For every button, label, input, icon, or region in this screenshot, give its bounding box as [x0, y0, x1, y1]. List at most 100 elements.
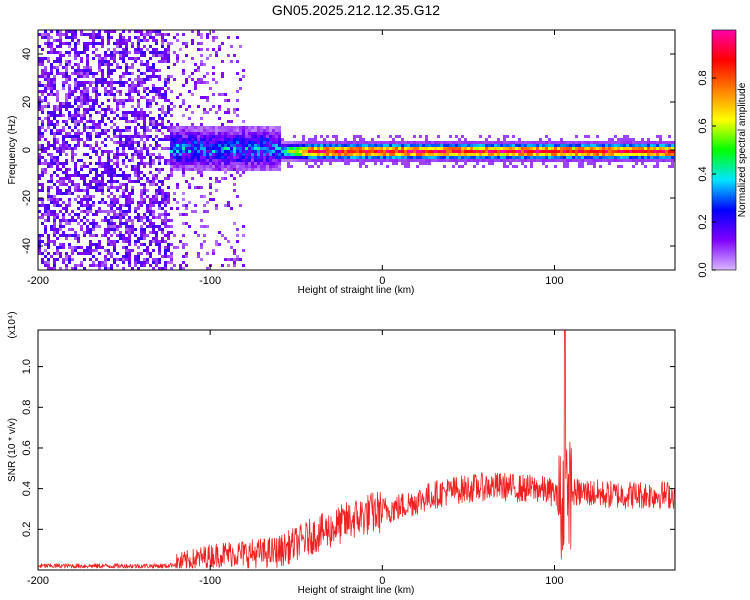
spectrogram-cell: [98, 63, 101, 66]
spectrogram-cell: [128, 195, 131, 198]
spectrogram-cell: [77, 99, 80, 102]
spectrogram-cell: [47, 210, 50, 213]
spectrogram-cell: [161, 126, 164, 129]
spectrogram-cell: [542, 144, 545, 147]
spectrogram-cell: [572, 147, 575, 150]
spectrogram-cell: [530, 159, 533, 162]
spectrogram-cell: [245, 150, 248, 153]
spectrogram-cell: [548, 138, 551, 141]
spectrogram-cell: [146, 87, 149, 90]
spectrogram-cell: [134, 234, 137, 237]
spectrogram-cell: [56, 231, 59, 234]
spectrogram-cell: [557, 153, 560, 156]
spectrogram-cell: [176, 159, 179, 162]
spectrogram-cell: [185, 207, 188, 210]
spectrogram-cell: [98, 120, 101, 123]
spectrogram-cell: [263, 159, 266, 162]
spectrogram-cell: [275, 165, 278, 168]
spectrogram-cell: [314, 156, 317, 159]
spectrogram-cell: [218, 162, 221, 165]
spectrogram-cell: [191, 39, 194, 42]
spectrogram-cell: [221, 234, 224, 237]
spectrogram-cell: [464, 138, 467, 141]
spectrogram-cell: [113, 258, 116, 261]
spectrogram-cell: [59, 183, 62, 186]
spectrogram-cell: [59, 204, 62, 207]
spectrogram-cell: [143, 174, 146, 177]
spectrogram-cell: [86, 144, 89, 147]
spectrogram-cell: [44, 57, 47, 60]
spectrogram-cell: [515, 144, 518, 147]
spectrogram-cell: [656, 141, 659, 144]
spectrogram-cell: [170, 147, 173, 150]
spectrogram-cell: [206, 267, 209, 270]
spectrogram-cell: [119, 93, 122, 96]
spectrogram-cell: [605, 150, 608, 153]
spectrogram-cell: [137, 237, 140, 240]
spectrogram-cell: [392, 162, 395, 165]
spectrogram-cell: [197, 105, 200, 108]
spectrogram-cell: [218, 129, 221, 132]
spectrogram-cell: [74, 147, 77, 150]
spectrogram-cell: [380, 162, 383, 165]
spectrogram-cell: [560, 141, 563, 144]
spectrogram-cell: [125, 219, 128, 222]
spectrogram-cell: [152, 231, 155, 234]
spectrogram-cell: [614, 150, 617, 153]
spectrogram-cell: [110, 177, 113, 180]
spectrogram-cell: [179, 48, 182, 51]
spectrogram-cell: [416, 147, 419, 150]
spectrogram-cell: [251, 165, 254, 168]
spectrogram-cell: [161, 201, 164, 204]
spectrogram-cell: [116, 186, 119, 189]
spectrogram-cell: [68, 36, 71, 39]
spectrogram-cell: [197, 129, 200, 132]
spectrogram-cell: [38, 183, 41, 186]
spectrogram-cell: [377, 135, 380, 138]
spectrogram-cell: [113, 204, 116, 207]
spectrogram-cell: [182, 135, 185, 138]
spectrogram-cell: [56, 141, 59, 144]
spectrogram-cell: [530, 153, 533, 156]
spectrogram-cell: [41, 189, 44, 192]
spectrogram-cell: [107, 54, 110, 57]
spectrogram-cell: [92, 87, 95, 90]
spectrogram-cell: [122, 246, 125, 249]
spectrogram-cell: [92, 177, 95, 180]
spectrogram-cell: [173, 36, 176, 39]
spectrogram-cell: [149, 198, 152, 201]
spectrogram-cell: [590, 159, 593, 162]
spectrogram-cell: [347, 150, 350, 153]
spectrogram-cell: [113, 81, 116, 84]
spectrogram-cell: [314, 153, 317, 156]
spectrogram-cell: [206, 168, 209, 171]
spectrogram-cell: [242, 141, 245, 144]
spectrogram-cell: [227, 168, 230, 171]
spectrogram-cell: [197, 153, 200, 156]
spectrogram-cell: [47, 81, 50, 84]
spectrogram-cell: [77, 84, 80, 87]
spectrogram-cell: [80, 168, 83, 171]
spectrogram-cell: [164, 261, 167, 264]
colorbar-ticks: 0.00.20.40.60.8: [697, 70, 716, 278]
spectrogram-cell: [197, 132, 200, 135]
spectrogram-cell: [119, 234, 122, 237]
spectrogram-cell: [161, 228, 164, 231]
spectrogram-cell: [182, 168, 185, 171]
spectrogram-cell: [41, 99, 44, 102]
spectrogram-cell: [485, 141, 488, 144]
spectrogram-cell: [467, 153, 470, 156]
spectrogram-cell: [629, 141, 632, 144]
spectrogram-cell: [617, 141, 620, 144]
spectrogram-cell: [236, 234, 239, 237]
spectrogram-cell: [224, 162, 227, 165]
spectrogram-cell: [236, 108, 239, 111]
spectrogram-cell: [512, 135, 515, 138]
spectrogram-cell: [143, 39, 146, 42]
spectrogram-cell: [374, 144, 377, 147]
spectrogram-cell: [95, 36, 98, 39]
spectrogram-cell: [158, 108, 161, 111]
spectrogram-cell: [41, 147, 44, 150]
spectrogram-cell: [41, 72, 44, 75]
spectrogram-cell: [197, 234, 200, 237]
